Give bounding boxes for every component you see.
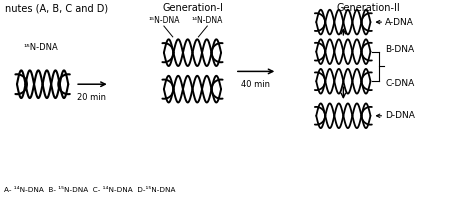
Text: Generation-I: Generation-I bbox=[162, 3, 223, 13]
Text: C-DNA: C-DNA bbox=[385, 79, 415, 88]
Text: A-DNA: A-DNA bbox=[385, 18, 414, 27]
Text: ¹⁵N-DNA: ¹⁵N-DNA bbox=[23, 43, 58, 52]
Text: Generation-II: Generation-II bbox=[336, 3, 400, 13]
Text: D-DNA: D-DNA bbox=[385, 111, 415, 120]
Text: nutes (A, B, C and D): nutes (A, B, C and D) bbox=[5, 3, 108, 13]
Text: ¹⁴N-DNA: ¹⁴N-DNA bbox=[192, 16, 223, 25]
Text: A- ¹⁴N-DNA  B- ¹⁵N-DNA  C- ¹⁴N-DNA  D-¹⁵N-DNA: A- ¹⁴N-DNA B- ¹⁵N-DNA C- ¹⁴N-DNA D-¹⁵N-D… bbox=[4, 187, 176, 193]
Text: B-DNA: B-DNA bbox=[385, 45, 415, 54]
Text: ¹⁵N-DNA: ¹⁵N-DNA bbox=[148, 16, 180, 25]
Text: 40 min: 40 min bbox=[241, 80, 270, 89]
Text: 20 min: 20 min bbox=[78, 93, 106, 102]
